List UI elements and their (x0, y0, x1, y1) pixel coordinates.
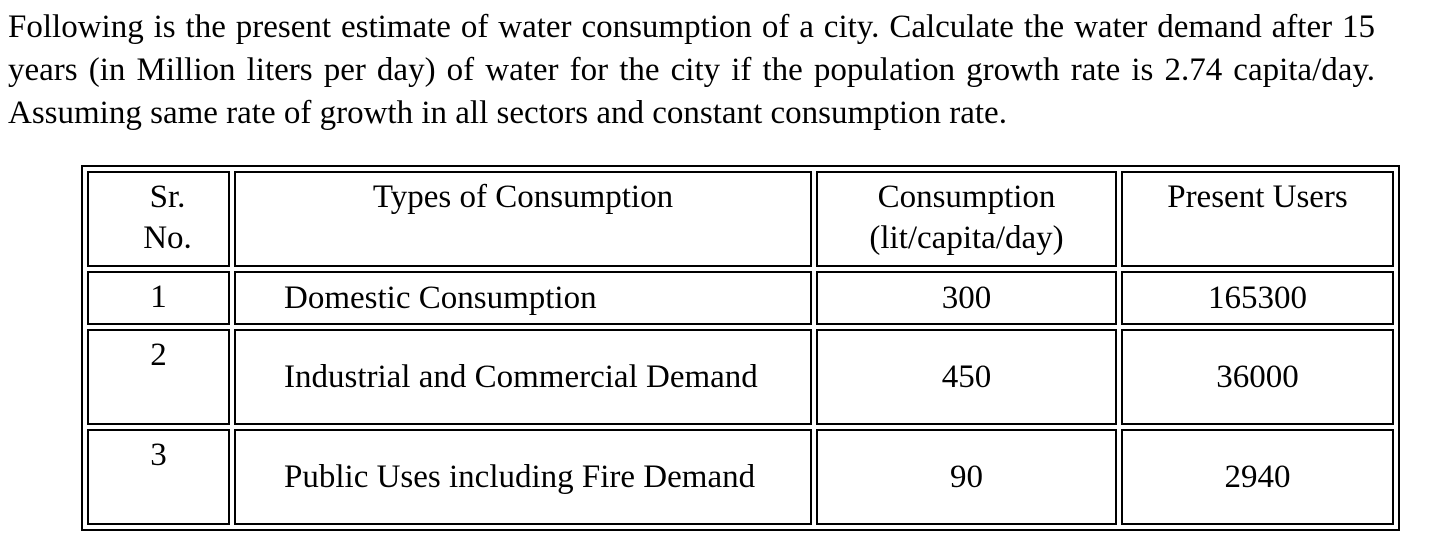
cell-sr: 3 (87, 429, 230, 525)
header-type: Types of Consumption (234, 171, 812, 267)
water-consumption-table: Sr. No. Types of Consumption Consumption… (81, 165, 1400, 531)
cell-consumption: 90 (816, 429, 1117, 525)
cell-consumption: 300 (816, 271, 1117, 325)
cell-users: 36000 (1121, 329, 1394, 425)
header-present-users: Present Users (1121, 171, 1394, 267)
table-header-row: Sr. No. Types of Consumption Consumption… (87, 171, 1394, 267)
table-row: 2 Industrial and Commercial Demand 450 3… (87, 329, 1394, 425)
cell-sr: 1 (87, 271, 230, 325)
cell-type: Public Uses including Fire Demand (234, 429, 812, 525)
cell-consumption: 450 (816, 329, 1117, 425)
cell-users: 2940 (1121, 429, 1394, 525)
cell-type: Industrial and Commercial Demand (234, 329, 812, 425)
header-consumption: Consumption (lit/capita/day) (816, 171, 1117, 267)
header-sr-line2: No. (143, 220, 192, 256)
header-sr-no: Sr. No. (87, 171, 230, 267)
cell-type: Domestic Consumption (234, 271, 812, 325)
cell-users: 165300 (1121, 271, 1394, 325)
cell-sr: 2 (87, 329, 230, 425)
table-row: 1 Domestic Consumption 300 165300 (87, 271, 1394, 325)
header-sr-line1: Sr. (149, 179, 186, 215)
table-row: 3 Public Uses including Fire Demand 90 2… (87, 429, 1394, 525)
header-consumption-line2: (lit/capita/day) (869, 220, 1064, 256)
problem-statement: Following is the present estimate of wat… (8, 9, 1375, 131)
header-consumption-line1: Consumption (877, 179, 1056, 215)
